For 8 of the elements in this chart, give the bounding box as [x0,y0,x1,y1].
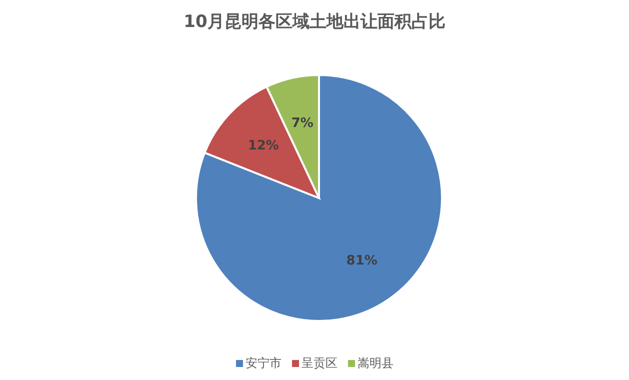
legend-label: 呈贡区 [302,355,338,372]
pie-slice [195,74,443,322]
legend-label: 安宁市 [246,355,282,372]
legend-label: 嵩明县 [358,355,394,372]
data-label: 7% [291,116,314,132]
data-label: 81% [346,254,378,269]
chart-title: 10月昆明各区域土地出让面积占比 [182,11,446,33]
data-label: 12% [248,138,279,154]
